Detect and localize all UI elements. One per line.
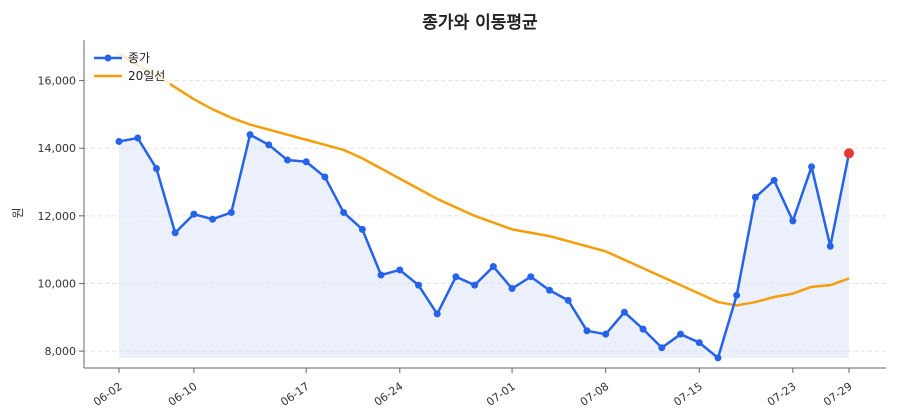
- close-point: [489, 263, 497, 271]
- y-tick-label: 16,000: [38, 75, 77, 88]
- close-point: [751, 193, 759, 201]
- close-point: [396, 266, 404, 274]
- x-tick-label: 07-23: [765, 380, 799, 409]
- close-point: [227, 208, 235, 216]
- close-point: [190, 210, 198, 218]
- legend-ma20-label: 20일선: [128, 69, 165, 83]
- close-point: [209, 215, 217, 223]
- close-point: [433, 310, 441, 318]
- close-point: [789, 217, 797, 225]
- x-tick-label: 07-08: [578, 380, 612, 409]
- area-fill: [119, 134, 849, 358]
- close-point: [639, 325, 647, 333]
- close-point: [452, 273, 460, 281]
- close-point: [340, 208, 348, 216]
- y-tick-label: 14,000: [38, 142, 77, 155]
- close-last-point: [844, 148, 854, 159]
- close-point: [677, 330, 685, 338]
- y-tick-label: 12,000: [38, 210, 77, 223]
- close-point: [695, 339, 703, 347]
- y-axis-label: 원: [11, 207, 25, 218]
- close-point: [564, 296, 572, 304]
- close-point: [733, 291, 741, 299]
- close-point: [583, 327, 591, 335]
- axes: [83, 40, 886, 369]
- close-point: [770, 176, 778, 184]
- close-point: [152, 164, 160, 172]
- y-ticks: 8,000 10,000 12,000 14,000 16,000: [38, 75, 84, 358]
- close-point: [414, 281, 422, 289]
- close-point: [377, 271, 385, 279]
- close-point: [302, 158, 310, 166]
- y-tick-label: 8,000: [45, 345, 77, 358]
- close-point: [714, 354, 722, 362]
- legend-box: [90, 48, 170, 86]
- close-point: [283, 156, 291, 164]
- x-tick-label: 07-01: [484, 380, 518, 409]
- close-point: [115, 137, 123, 145]
- close-point: [620, 308, 628, 316]
- close-point: [826, 242, 834, 250]
- close-area: [119, 134, 849, 358]
- y-tick-label: 10,000: [38, 277, 77, 290]
- close-point: [471, 281, 479, 289]
- close-point: [808, 163, 816, 171]
- close-point: [602, 330, 610, 338]
- close-point: [508, 285, 516, 293]
- x-tick-label: 06-24: [372, 380, 406, 409]
- x-tick-label: 07-15: [671, 380, 705, 409]
- x-ticks: 06-02 06-10 06-17 06-24 07-01 07-08 07-15 07-23…: [91, 368, 855, 409]
- ma20-line: [118, 52, 850, 307]
- x-tick-label: 06-10: [166, 380, 200, 409]
- close-point: [527, 273, 535, 281]
- x-tick-label: 06-17: [278, 380, 312, 409]
- close-line: [118, 133, 851, 360]
- close-point: [358, 225, 366, 233]
- close-point: [265, 141, 273, 149]
- close-point: [134, 134, 142, 142]
- chart-title: 종가와 이동평균: [422, 13, 538, 33]
- series-close: [115, 131, 854, 362]
- x-tick-label: 07-29: [821, 380, 855, 409]
- close-point: [321, 173, 329, 181]
- close-point: [171, 229, 179, 237]
- x-tick-label: 06-02: [91, 380, 125, 409]
- close-point: [546, 286, 554, 294]
- close-point: [658, 344, 666, 352]
- series-ma20: [118, 52, 850, 307]
- legend: 종가 20일선: [90, 48, 170, 86]
- legend-close-label: 종가: [128, 51, 150, 65]
- close-point: [246, 131, 254, 139]
- legend-close-marker: [104, 54, 112, 62]
